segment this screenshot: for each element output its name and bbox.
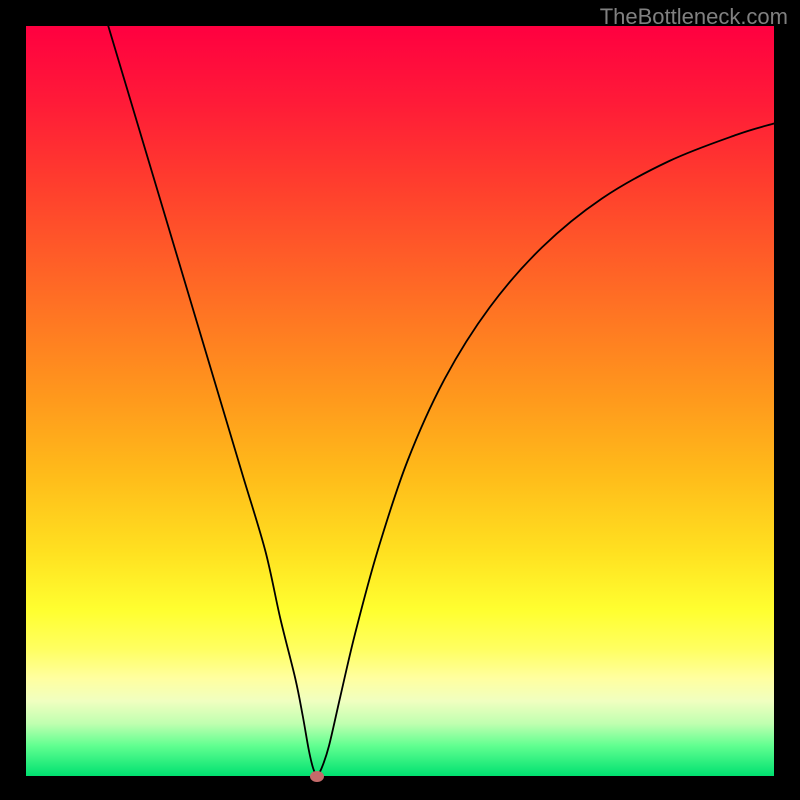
- attribution-label: TheBottleneck.com: [600, 4, 788, 30]
- plot-area: [26, 26, 774, 776]
- bottleneck-curve: [26, 26, 774, 776]
- optimum-marker: [310, 771, 324, 782]
